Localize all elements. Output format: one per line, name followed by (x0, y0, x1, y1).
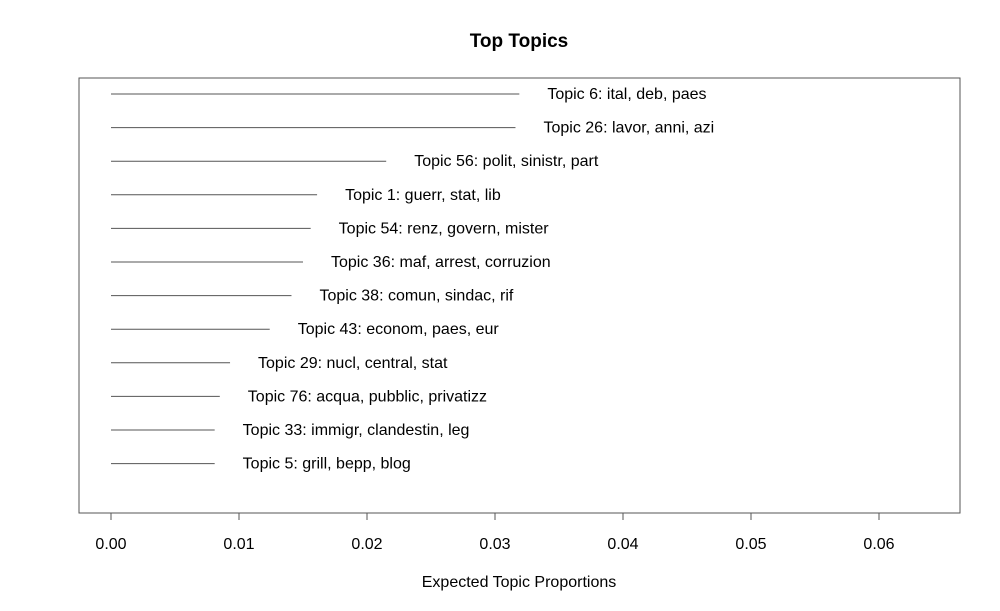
topic-label: Topic 54: renz, govern, mister (339, 220, 550, 237)
topic-label: Topic 36: maf, arrest, corruzion (331, 254, 551, 271)
topic-label: Topic 76: acqua, pubblic, privatizz (248, 388, 487, 405)
topic-label: Topic 43: econom, paes, eur (298, 321, 500, 338)
topic-label: Topic 33: immigr, clandestin, leg (243, 422, 470, 439)
x-tick-label: 0.01 (223, 536, 254, 553)
topic-label: Topic 56: polit, sinistr, part (414, 153, 599, 170)
x-tick-label: 0.05 (735, 536, 766, 553)
topic-label: Topic 29: nucl, central, stat (258, 355, 448, 372)
topic-label: Topic 38: comun, sindac, rif (319, 288, 513, 305)
topic-label: Topic 5: grill, bepp, blog (243, 456, 411, 473)
x-tick-label: 0.00 (95, 536, 126, 553)
x-tick-label: 0.04 (607, 536, 638, 553)
x-tick-label: 0.06 (863, 536, 894, 553)
chart-title: Top Topics (470, 31, 569, 52)
topic-label: Topic 6: ital, deb, paes (547, 86, 706, 103)
x-axis: 0.00 0.01 0.02 0.03 0.04 0.05 0.06 (95, 512, 895, 553)
x-tick-label: 0.03 (479, 536, 510, 553)
topic-label: Topic 26: lavor, anni, azi (543, 120, 714, 137)
bars-group: Topic 6: ital, deb, paes Topic 26: lavor,… (111, 86, 714, 473)
x-axis-label: Expected Topic Proportions (422, 574, 616, 591)
topic-label: Topic 1: guerr, stat, lib (345, 187, 501, 204)
x-tick-label: 0.02 (351, 536, 382, 553)
